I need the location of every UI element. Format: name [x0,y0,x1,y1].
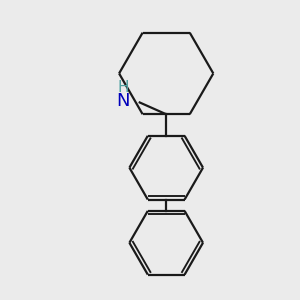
Text: N: N [117,92,130,110]
Text: H: H [118,80,129,95]
